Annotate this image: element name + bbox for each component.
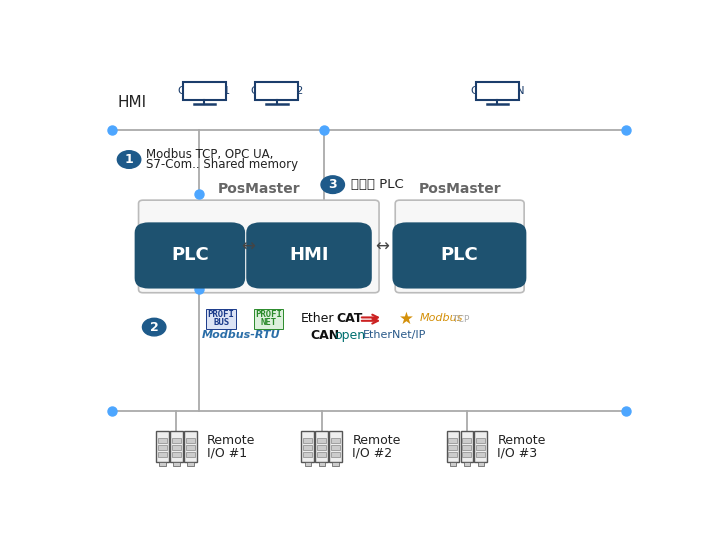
FancyBboxPatch shape <box>476 82 519 100</box>
Text: PLC: PLC <box>441 246 478 264</box>
Bar <box>474 431 487 461</box>
Text: Modbus-RTU: Modbus-RTU <box>202 330 280 341</box>
Text: ↔: ↔ <box>375 237 390 256</box>
Text: HMI: HMI <box>289 246 329 264</box>
Bar <box>184 431 197 461</box>
Bar <box>317 452 326 458</box>
FancyBboxPatch shape <box>392 222 526 288</box>
Bar <box>331 452 340 458</box>
Text: TCP: TCP <box>450 315 469 324</box>
Bar <box>303 438 312 443</box>
Bar <box>462 438 471 443</box>
Text: PLC: PLC <box>171 246 209 264</box>
Text: HMI: HMI <box>118 96 147 110</box>
Bar <box>171 431 183 461</box>
Text: PROFI
BUS: PROFI BUS <box>207 310 235 327</box>
Bar <box>305 461 311 466</box>
Bar <box>172 452 181 458</box>
Bar <box>186 452 195 458</box>
Bar <box>449 461 456 466</box>
Text: I/O #1: I/O #1 <box>207 446 247 459</box>
FancyBboxPatch shape <box>246 222 372 288</box>
Bar <box>476 452 485 458</box>
Bar <box>156 431 168 461</box>
Bar <box>462 445 471 450</box>
FancyBboxPatch shape <box>256 82 298 100</box>
Bar <box>315 431 328 461</box>
Bar <box>449 438 457 443</box>
Text: ★: ★ <box>399 310 414 327</box>
Text: Client #2: Client #2 <box>251 86 303 96</box>
Text: 2: 2 <box>150 320 158 333</box>
Bar <box>476 445 485 450</box>
Text: S7-Com.. Shared memory: S7-Com.. Shared memory <box>145 158 298 171</box>
Bar <box>317 438 326 443</box>
Bar <box>461 431 473 461</box>
Text: EtherNet/IP: EtherNet/IP <box>362 330 426 341</box>
Bar <box>462 452 471 458</box>
Text: Client #N: Client #N <box>471 86 524 96</box>
Bar <box>303 445 312 450</box>
Bar <box>158 452 167 458</box>
Bar <box>172 445 181 450</box>
Text: 3: 3 <box>328 178 337 191</box>
Bar <box>331 445 340 450</box>
Text: PROFI
NET: PROFI NET <box>255 310 282 327</box>
Circle shape <box>117 151 141 168</box>
Bar <box>174 461 179 466</box>
Bar <box>172 438 181 443</box>
Text: Ether: Ether <box>300 312 334 325</box>
Text: open: open <box>334 329 366 342</box>
Circle shape <box>321 176 344 194</box>
Text: PosMaster: PosMaster <box>217 182 300 196</box>
Bar <box>187 461 194 466</box>
FancyBboxPatch shape <box>395 200 524 293</box>
Bar <box>476 438 485 443</box>
Bar <box>449 452 457 458</box>
Text: I/O #2: I/O #2 <box>352 446 392 459</box>
Text: ↔: ↔ <box>241 237 255 256</box>
Bar <box>449 445 457 450</box>
FancyBboxPatch shape <box>138 200 379 293</box>
Text: Remote: Remote <box>352 434 400 447</box>
Text: Modbus TCP, OPC UA,: Modbus TCP, OPC UA, <box>145 148 273 161</box>
Bar <box>333 461 338 466</box>
Text: 이중화 PLC: 이중화 PLC <box>351 178 404 191</box>
Text: 1: 1 <box>125 153 133 166</box>
Bar <box>302 431 314 461</box>
Bar <box>303 452 312 458</box>
Bar <box>331 438 340 443</box>
Bar <box>158 445 167 450</box>
Bar <box>159 461 166 466</box>
Text: Client #1: Client #1 <box>179 86 230 96</box>
Circle shape <box>143 318 166 336</box>
Text: Remote: Remote <box>207 434 256 447</box>
Bar <box>317 445 326 450</box>
Bar <box>477 461 484 466</box>
Bar <box>186 445 195 450</box>
Bar <box>186 438 195 443</box>
Text: Modbus: Modbus <box>419 313 462 323</box>
Text: CAT: CAT <box>337 312 363 325</box>
FancyBboxPatch shape <box>183 82 226 100</box>
Text: PosMaster: PosMaster <box>418 182 501 196</box>
FancyBboxPatch shape <box>135 222 245 288</box>
Text: CAN: CAN <box>310 329 340 342</box>
Bar <box>318 461 325 466</box>
Bar <box>158 438 167 443</box>
Text: I/O #3: I/O #3 <box>498 446 537 459</box>
Bar <box>446 431 459 461</box>
Bar <box>329 431 342 461</box>
Bar <box>464 461 469 466</box>
Text: Remote: Remote <box>498 434 546 447</box>
